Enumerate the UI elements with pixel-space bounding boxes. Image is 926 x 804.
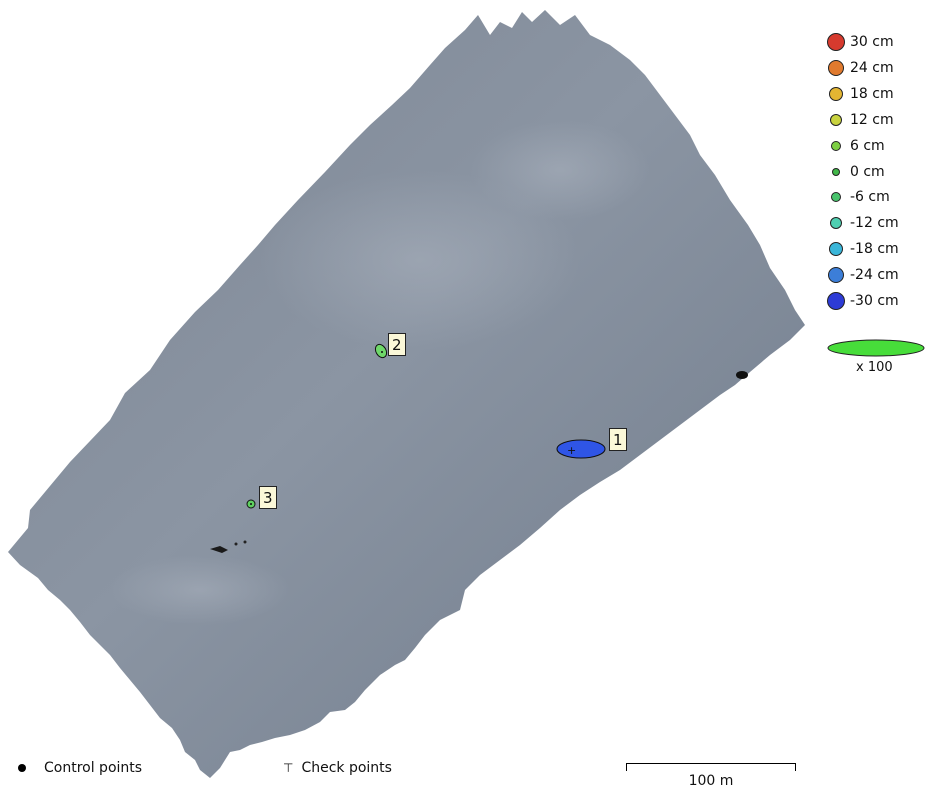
error-30-dot-icon xyxy=(827,33,845,51)
error-18-dot-icon xyxy=(829,86,843,101)
check-point-marker: + xyxy=(567,444,576,457)
legend-dot-wrap xyxy=(826,267,846,284)
legend-dot-wrap xyxy=(826,292,846,310)
check-point-3[interactable] xyxy=(246,499,256,509)
control-points-legend: Control points xyxy=(18,760,142,776)
legend-dot-wrap xyxy=(826,167,846,176)
control-points-label: Control points xyxy=(44,760,143,776)
control-point-icon xyxy=(18,764,26,772)
scale-bar-tick xyxy=(626,763,627,771)
legend-label: 0 cm xyxy=(850,163,885,180)
point-label-1: 1 xyxy=(609,428,627,451)
dark-spot xyxy=(210,546,228,553)
dark-spot xyxy=(736,371,748,379)
check-point-marker xyxy=(381,351,383,353)
legend-dot-wrap xyxy=(826,140,846,151)
legend-label: 18 cm xyxy=(850,85,894,102)
check-point-icon: ⊤ xyxy=(283,761,294,775)
legend-dot-wrap xyxy=(826,113,846,126)
legend-label: 30 cm xyxy=(850,34,894,50)
legend-label: -30 cm xyxy=(850,293,899,309)
legend-row: -6 cm xyxy=(826,185,890,209)
error-6-dot-icon xyxy=(831,140,841,151)
error-neg24-dot-icon xyxy=(828,267,844,284)
legend-dot-wrap xyxy=(826,33,846,51)
legend-row: -30 cm xyxy=(826,289,899,313)
scale-ellipse-icon xyxy=(827,339,925,357)
legend-row: 24 cm xyxy=(826,56,894,80)
legend-label: -24 cm xyxy=(850,267,899,284)
legend-row: 30 cm xyxy=(826,30,894,54)
legend-dot-wrap xyxy=(826,242,846,257)
terrain-highlight xyxy=(470,120,650,220)
check-points-label: Check points xyxy=(301,760,392,776)
legend-label: -12 cm xyxy=(850,215,899,232)
check-point-2[interactable] xyxy=(373,342,389,359)
check-point-marker xyxy=(250,503,252,505)
terrain-area xyxy=(8,10,805,778)
scale-bar: 100 m xyxy=(626,763,796,789)
error-neg18-dot-icon xyxy=(829,242,843,257)
scale-factor-label: x 100 xyxy=(856,360,893,375)
terrain-highlight xyxy=(110,555,290,625)
ellipse-scale-legend: x 100 xyxy=(826,338,926,378)
error-ellipse-2 xyxy=(374,343,388,359)
dark-spot xyxy=(243,540,247,544)
dark-spot xyxy=(234,542,238,546)
legend-dot-wrap xyxy=(826,192,846,203)
error-ellipse-1 xyxy=(556,439,606,459)
legend-row: 6 cm xyxy=(826,134,885,158)
error-12-dot-icon xyxy=(830,113,842,126)
error-neg6-dot-icon xyxy=(831,192,841,203)
error-neg30-dot-icon xyxy=(827,292,845,310)
check-point-1[interactable]: + xyxy=(556,439,606,459)
error-24-dot-icon xyxy=(828,59,844,76)
legend-label: -6 cm xyxy=(850,189,890,206)
scale-bar-label: 100 m xyxy=(688,773,734,789)
error-0-dot-icon xyxy=(832,167,840,176)
legend-dot-wrap xyxy=(826,217,846,230)
scale-bar-tick xyxy=(795,763,796,771)
legend-row: 12 cm xyxy=(826,108,894,132)
legend-row: -12 cm xyxy=(826,211,899,235)
legend-label: 12 cm xyxy=(850,111,894,128)
legend-label: 24 cm xyxy=(850,59,894,76)
scale-bar-line xyxy=(626,763,796,764)
check-points-legend: ⊤ Check points xyxy=(283,760,392,776)
legend-row: -24 cm xyxy=(826,263,899,287)
point-label-2: 2 xyxy=(388,333,406,356)
error-neg12-dot-icon xyxy=(830,217,842,230)
legend-dot-wrap xyxy=(826,86,846,101)
point-label-3: 3 xyxy=(259,486,277,509)
legend-row: -18 cm xyxy=(826,237,899,261)
legend-dot-wrap xyxy=(826,59,846,76)
legend-label: -18 cm xyxy=(850,241,899,258)
legend-row: 0 cm xyxy=(826,160,885,184)
legend-row: 18 cm xyxy=(826,82,894,106)
legend-label: 6 cm xyxy=(850,137,885,154)
terrain-highlight xyxy=(260,170,580,350)
